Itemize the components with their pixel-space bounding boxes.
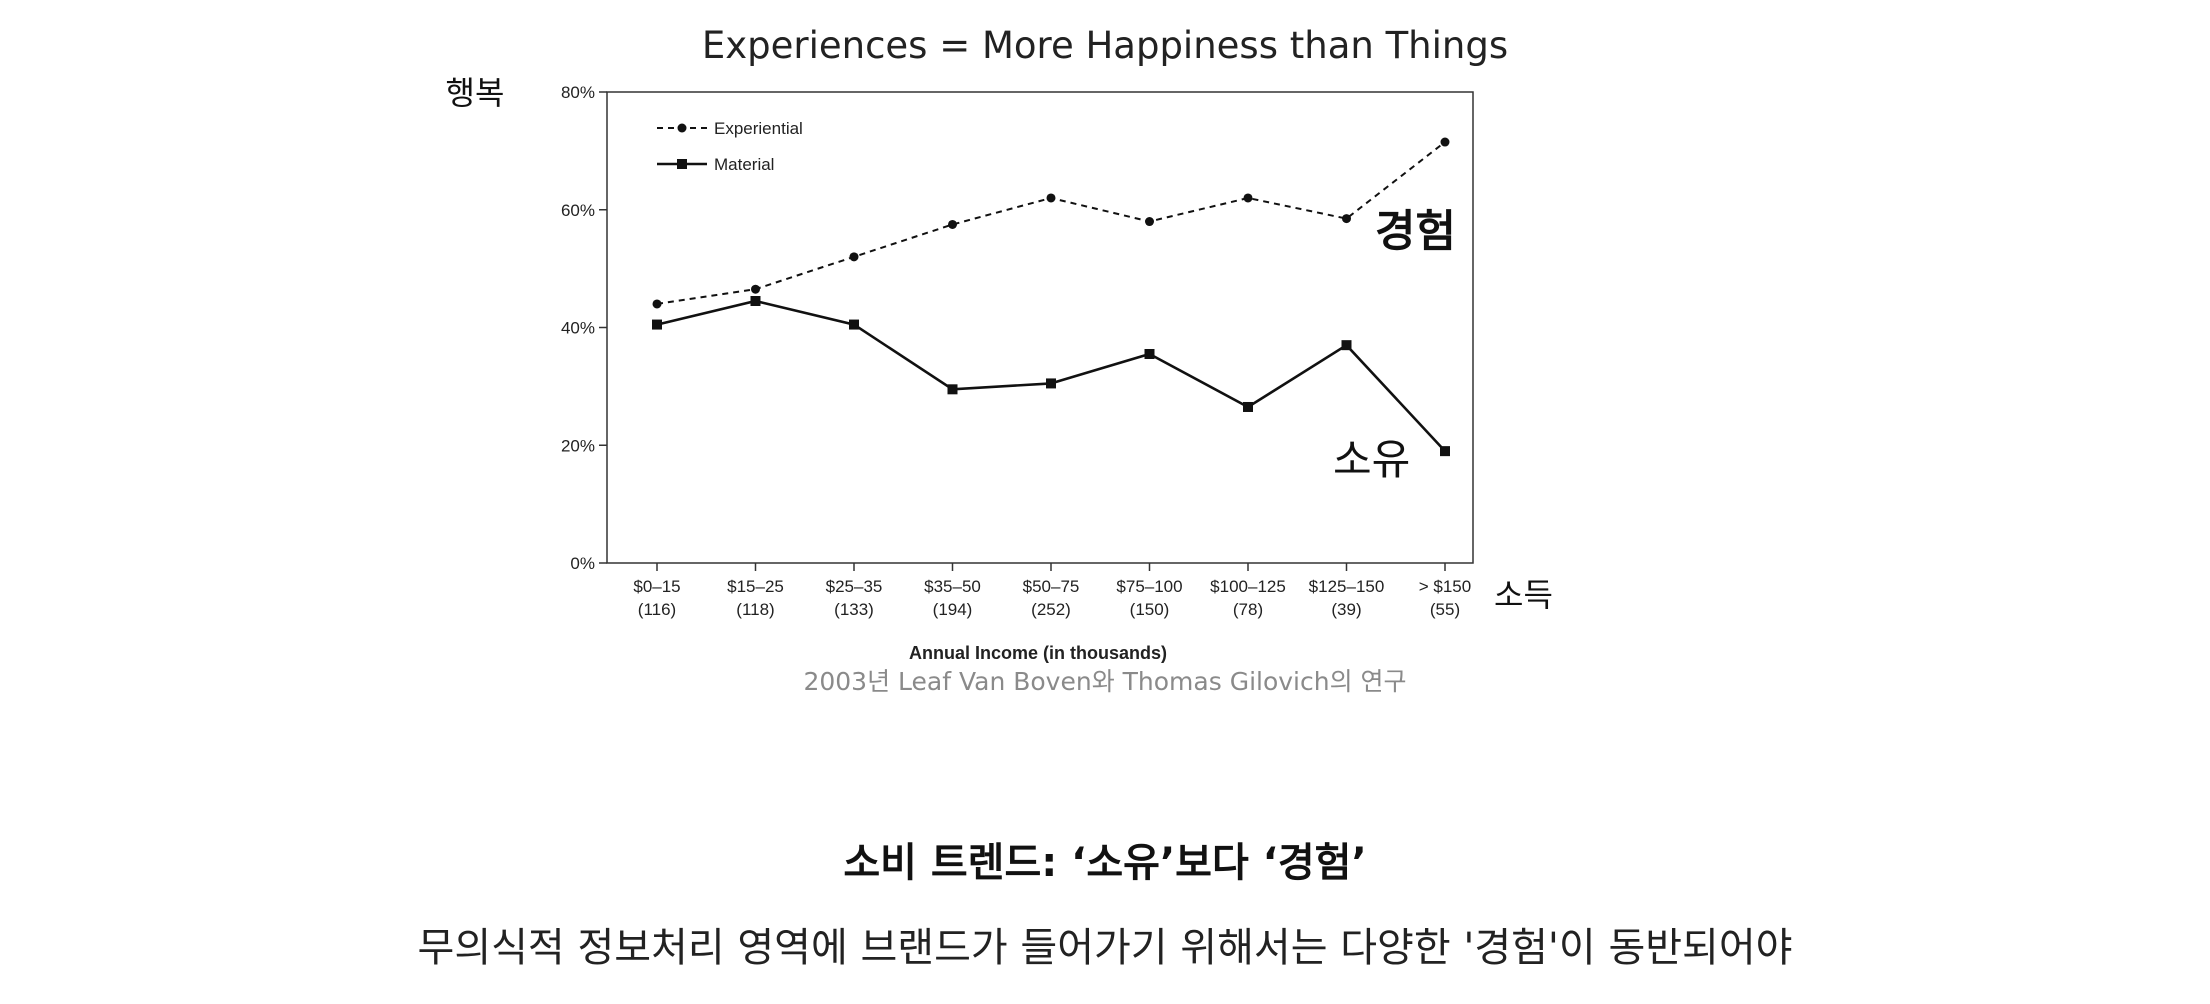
experiential-annotation: 경험 (1375, 206, 1456, 257)
x-tick-label: $100–125 (1210, 577, 1286, 596)
y-tick-label: 0% (570, 554, 595, 573)
y-tick-label: 20% (561, 436, 595, 455)
point-experiential (849, 252, 859, 262)
x-tick-label: $0–15 (633, 577, 680, 596)
x-tick-label: $75–100 (1116, 577, 1182, 596)
material-annotation: 소유 (1333, 435, 1410, 484)
x-tick-count: (194) (933, 600, 973, 619)
x-tick-label: $25–35 (826, 577, 883, 596)
x-tick-count: (39) (1331, 600, 1361, 619)
legend: Experiential Material (657, 119, 803, 174)
point-experiential (1440, 137, 1450, 147)
y-tick-label: 40% (561, 319, 595, 338)
tick-labels: 0% 20% 40% 60% 80% $0–15 (116) $15–25 (118) $25–3… (561, 83, 1471, 619)
x-tick-count: (150) (1130, 600, 1170, 619)
point-material (750, 296, 761, 307)
x-tick-count: (116) (638, 600, 676, 619)
x-axis-side-label: 소득 (1494, 576, 1553, 614)
y-axis-label: 행복 (446, 74, 505, 112)
x-tick-label: $15–25 (727, 577, 784, 596)
series-line-experiential (656, 141, 1446, 305)
subline: 무의식적 정보처리 영역에 브랜드가 들어가기 위해서는 다양한 '경험'이 동… (417, 925, 1793, 971)
x-tick-label: $125–150 (1309, 577, 1385, 596)
source-caption: 2003년 Leaf Van Boven와 Thomas Gilovich의 연… (803, 667, 1407, 696)
point-experiential (1046, 193, 1056, 203)
x-tick-label: $50–75 (1023, 577, 1080, 596)
y-tick-label: 60% (561, 201, 595, 220)
series-group (652, 137, 1450, 457)
y-tick-label: 80% (561, 83, 595, 102)
x-tick-count: (78) (1233, 600, 1263, 619)
point-experiential (751, 284, 760, 294)
series-line-material (656, 299, 1446, 452)
legend-marker (677, 123, 687, 133)
x-axis-title: Annual Income (in thousands) (909, 643, 1167, 663)
point-material (652, 319, 662, 330)
x-tick-label: $35–50 (924, 577, 981, 596)
x-tick-count: (252) (1031, 600, 1071, 619)
point-experiential (1243, 193, 1253, 203)
legend-label: Experiential (714, 119, 803, 138)
point-material (1243, 401, 1253, 412)
point-experiential (948, 219, 957, 229)
x-tick-count: (118) (736, 600, 774, 619)
legend-marker (677, 159, 687, 169)
point-experiential (1145, 217, 1154, 227)
x-tick-count: (55) (1430, 600, 1460, 619)
chart-title: Experiences = More Happiness than Things (701, 24, 1509, 67)
point-material (1341, 340, 1352, 351)
x-tick-count: (133) (834, 600, 874, 619)
point-material (947, 384, 958, 395)
headline: 소비 트렌드: ‘소유’보다 ‘경험’ (843, 840, 1367, 886)
point-material (1440, 446, 1450, 457)
axes (599, 91, 1474, 571)
point-experiential (652, 299, 662, 309)
point-material (1046, 378, 1056, 389)
point-material (1144, 348, 1155, 359)
legend-label: Material (714, 155, 774, 174)
x-tick-label: > $150 (1419, 577, 1471, 596)
point-material (849, 319, 859, 330)
point-experiential (1342, 214, 1351, 224)
